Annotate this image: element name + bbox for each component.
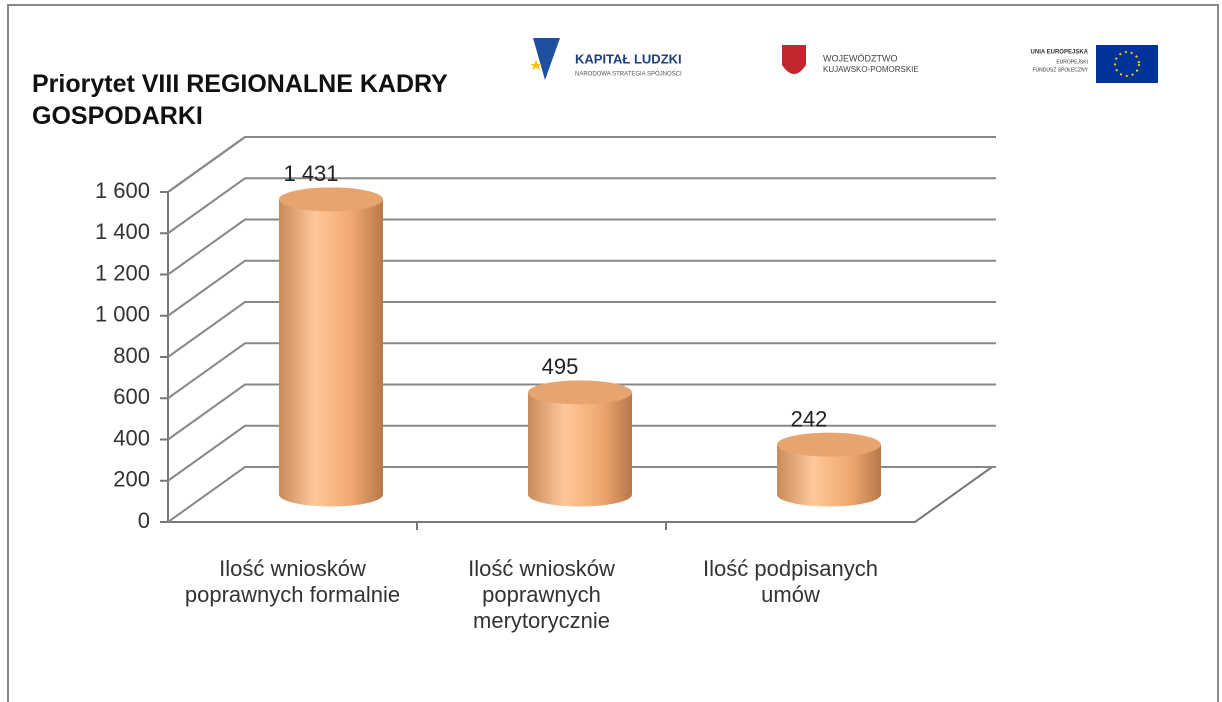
y-tick-label: 600: [113, 384, 150, 409]
grid-line: [167, 342, 996, 400]
grid-line: [167, 466, 996, 523]
value-label: 242: [791, 406, 828, 431]
logo-text: KAPITAŁ LUDZKI: [575, 51, 682, 66]
logo-text: EUROPEJSKI: [1056, 59, 1088, 65]
y-tick-label: 400: [113, 425, 150, 450]
value-label: 1 431: [283, 161, 338, 186]
x-tick-label: Ilość podpisanych umów: [703, 556, 878, 607]
bar-top: [528, 380, 632, 405]
logo-text: KUJAWSKO-POMORSKIE: [823, 65, 919, 74]
chart-title: Priorytet VIII REGIONALNE KADRY GOSPODAR…: [32, 70, 448, 130]
y-tick-label: 1 200: [95, 260, 150, 285]
y-tick-label: 200: [113, 467, 150, 492]
grid-line: [167, 259, 996, 317]
x-tick-label: Ilość wniosków poprawnych merytorycznie: [468, 556, 615, 633]
y-tick-label: 1 600: [95, 178, 150, 203]
grid-line: [167, 136, 996, 193]
logo-kapital: KAPITAŁ LUDZKI NARODOWA STRATEGIA SPÓJNO…: [530, 38, 682, 80]
grid-line: [167, 383, 996, 441]
logo-text: UNIA EUROPEJSKA: [1031, 50, 1089, 56]
frame: [7, 4, 1219, 702]
logo-text: NARODOWA STRATEGIA SPÓJNOŚCI: [575, 70, 682, 78]
grid-line: [167, 177, 996, 235]
y-tick-label: 1 000: [95, 302, 150, 327]
grid-line: [167, 424, 996, 482]
grid-line: [167, 218, 996, 276]
y-tick-label: 0: [138, 508, 150, 533]
value-label: 495: [542, 354, 579, 379]
y-tick-label: 800: [113, 343, 150, 368]
logo-woj: WOJEWÓDZTWO KUJAWSKO-POMORSKIE: [782, 45, 919, 74]
bar: [279, 199, 383, 507]
logo-ue: UNIA EUROPEJSKA EUROPEJSKI FUNDUSZ SPOŁE…: [1031, 45, 1158, 83]
logo-text: WOJEWÓDZTWO: [823, 53, 897, 63]
bar: [528, 392, 632, 507]
x-tick-label: Ilość wniosków poprawnych formalnie: [184, 556, 401, 607]
bar-top: [279, 187, 383, 212]
logo-text: FUNDUSZ SPOŁECZNY: [1032, 67, 1088, 73]
y-tick-label: 1 400: [95, 219, 150, 244]
bar: [777, 444, 881, 507]
bar-top: [777, 432, 881, 457]
grid-line: [167, 301, 996, 358]
